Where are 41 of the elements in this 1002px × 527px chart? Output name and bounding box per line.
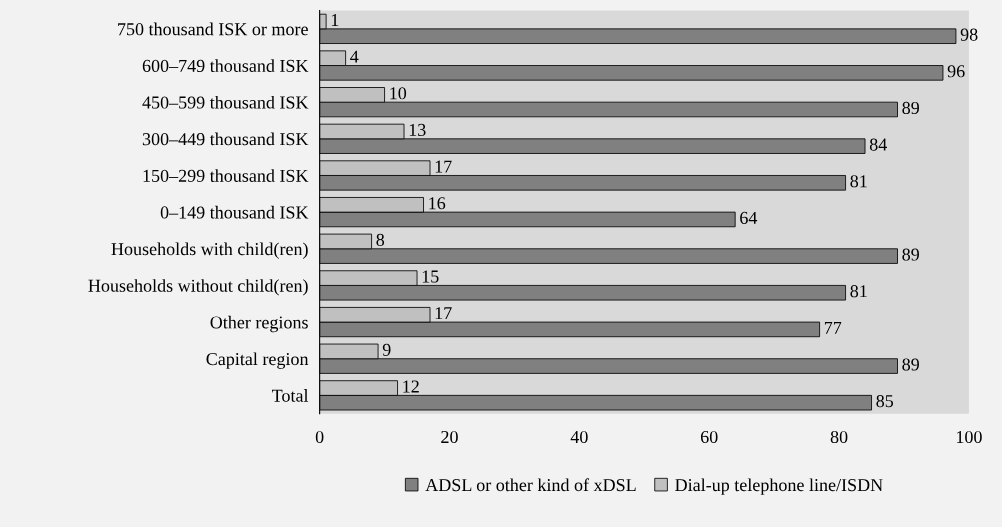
x-tick-label: 60: [700, 430, 718, 444]
data-label: 1: [331, 13, 339, 26]
legend-label: ADSL or other kind of xDSL: [425, 478, 636, 492]
y-tick-label: Other regions: [210, 315, 308, 333]
y-tick-label: Capital region: [206, 352, 309, 369]
data-label: 98: [960, 28, 978, 41]
data-label: 9: [382, 343, 391, 356]
data-label: 81: [850, 175, 867, 188]
y-tick-label: 0–149 thousand ISK: [160, 205, 309, 219]
data-label: 77: [824, 321, 842, 334]
data-label: 17: [435, 160, 452, 173]
data-label: 13: [409, 123, 426, 137]
data-label: 81: [850, 285, 867, 298]
x-tick-label: 40: [570, 430, 588, 444]
x-tick-label: 100: [956, 430, 982, 444]
x-tick-label: 20: [441, 430, 458, 444]
y-tick-label: 150–299 thousand ISK: [143, 169, 309, 182]
data-label: 10: [390, 87, 407, 100]
data-label: 89: [902, 248, 919, 261]
data-label: 85: [876, 395, 894, 408]
data-label: 15: [422, 270, 439, 283]
data-label: 84: [869, 138, 887, 151]
x-tick-label: 80: [830, 430, 848, 444]
data-label: 89: [902, 101, 919, 115]
data-label: 96: [947, 65, 965, 78]
data-label: 64: [740, 211, 758, 224]
y-tick-label: 300–449 thousand ISK: [142, 132, 309, 146]
y-tick-label: 750 thousand ISK or more: [118, 22, 308, 36]
data-label: 17: [435, 307, 452, 320]
y-tick-label: Households with child(ren): [111, 242, 308, 259]
y-tick-label: 450–599 thousand ISK: [142, 95, 309, 109]
data-label: 4: [350, 50, 359, 63]
legend-label: Dial-up telephone line/ISDN: [675, 478, 883, 495]
y-tick-label: Total: [272, 389, 309, 402]
data-label: 16: [429, 197, 446, 210]
data-label: 8: [376, 233, 385, 246]
x-tick-label: 0: [315, 430, 324, 444]
data-label: 89: [902, 358, 919, 371]
y-tick-label: Households without child(ren): [88, 279, 308, 296]
y-tick-label: 600–749 thousand ISK: [142, 59, 309, 72]
data-label: 12: [403, 380, 419, 393]
